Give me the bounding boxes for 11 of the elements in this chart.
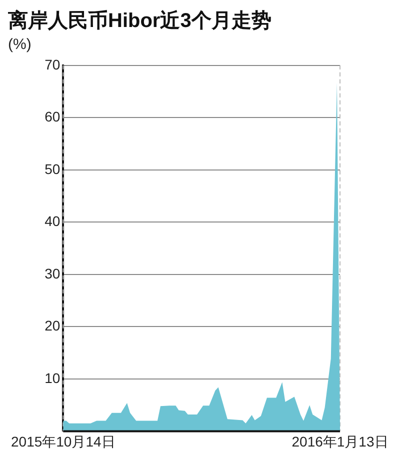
y-tick-label: 10 (44, 370, 60, 386)
x-tick-label: 2016年1月13日 (292, 433, 388, 450)
y-tick-label: 70 (44, 56, 60, 72)
y-axis-title: (%) (8, 36, 32, 54)
y-tick-label: 60 (44, 108, 60, 125)
y-tick-label: 20 (44, 318, 60, 334)
y-tick-label: 30 (44, 265, 60, 282)
chart-title: 离岸人民币Hibor近3个月走势 (8, 8, 272, 34)
y-tick-label: 40 (44, 213, 60, 230)
y-tick-label: 50 (44, 160, 60, 177)
x-tick-label: 2015年10月14日 (10, 433, 116, 450)
